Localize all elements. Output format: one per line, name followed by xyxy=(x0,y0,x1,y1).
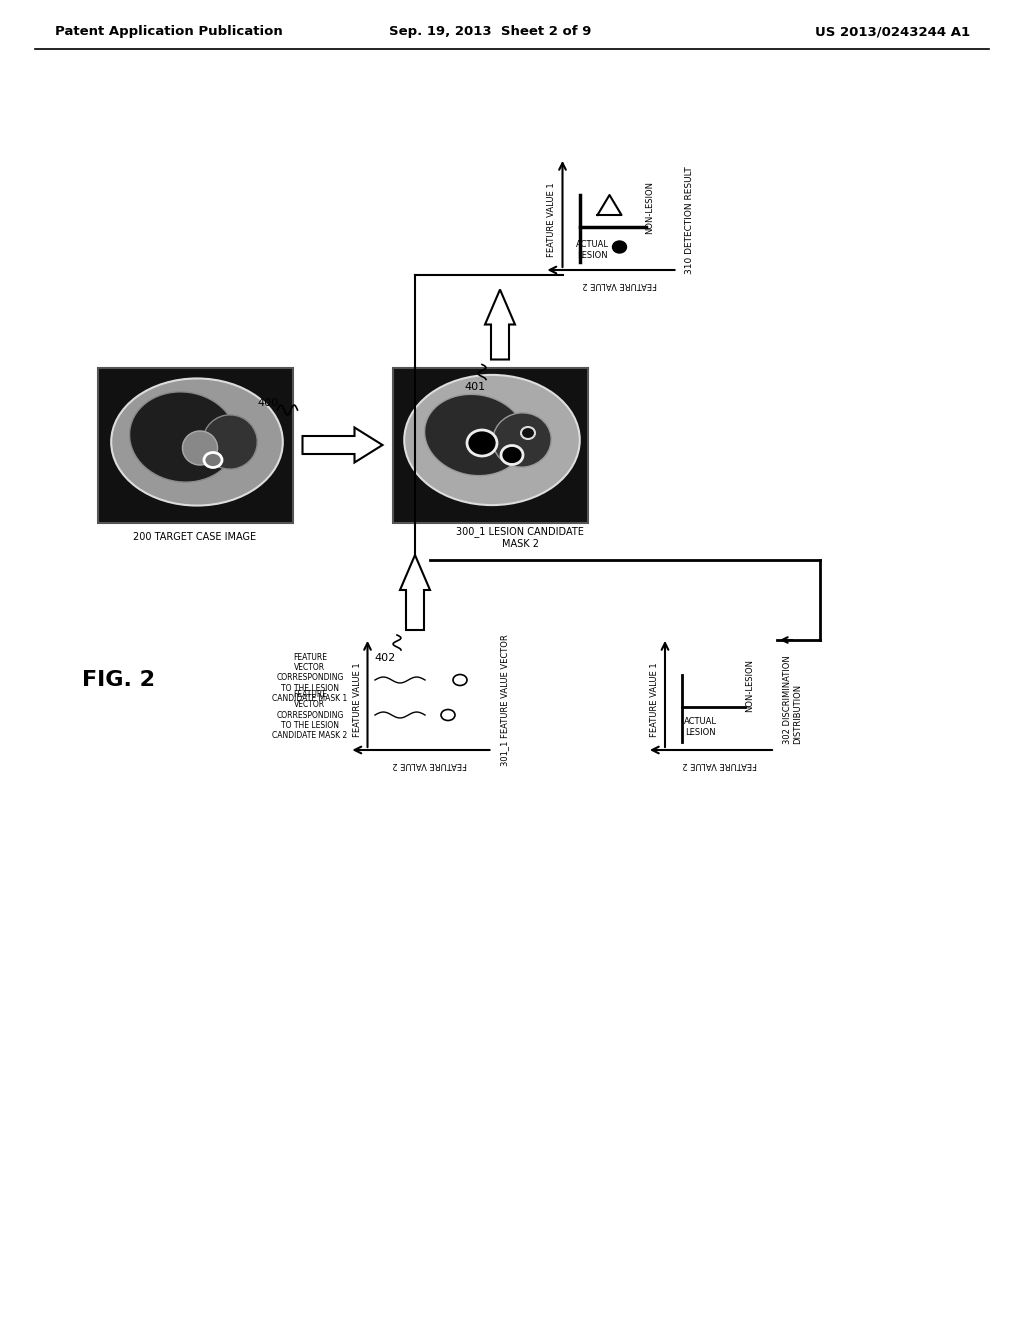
Ellipse shape xyxy=(453,675,467,685)
Text: FEATURE
VECTOR
CORRESPONDING
TO THE LESION
CANDIDATE MASK 2: FEATURE VECTOR CORRESPONDING TO THE LESI… xyxy=(272,689,347,741)
Ellipse shape xyxy=(182,430,217,465)
Text: ACTUAL
LESION: ACTUAL LESION xyxy=(575,240,609,260)
Text: FEATURE
VECTOR
CORRESPONDING
TO THE LESION
CANDIDATE MASK 1: FEATURE VECTOR CORRESPONDING TO THE LESI… xyxy=(272,652,347,704)
Text: 300_1 LESION CANDIDATE
MASK 2: 300_1 LESION CANDIDATE MASK 2 xyxy=(456,527,584,549)
Text: NON-LESION: NON-LESION xyxy=(645,181,654,235)
Text: FIG. 2: FIG. 2 xyxy=(82,671,155,690)
Ellipse shape xyxy=(203,414,257,469)
Ellipse shape xyxy=(521,426,535,440)
Text: 401: 401 xyxy=(465,383,485,392)
Polygon shape xyxy=(400,554,430,630)
Ellipse shape xyxy=(467,430,497,455)
Text: FEATURE VALUE 2: FEATURE VALUE 2 xyxy=(683,760,758,770)
Ellipse shape xyxy=(425,395,525,475)
Ellipse shape xyxy=(501,446,523,465)
Bar xyxy=(392,367,588,523)
Text: NON-LESION: NON-LESION xyxy=(745,659,754,711)
Ellipse shape xyxy=(112,379,283,506)
Text: US 2013/0243244 A1: US 2013/0243244 A1 xyxy=(815,25,970,38)
Text: 200 TARGET CASE IMAGE: 200 TARGET CASE IMAGE xyxy=(133,532,257,543)
Ellipse shape xyxy=(612,242,627,253)
Ellipse shape xyxy=(441,710,455,721)
Text: FEATURE VALUE 1: FEATURE VALUE 1 xyxy=(548,182,556,257)
Text: FEATURE VALUE 1: FEATURE VALUE 1 xyxy=(352,663,361,738)
Text: FEATURE VALUE 1: FEATURE VALUE 1 xyxy=(650,663,659,738)
Text: ACTUAL
LESION: ACTUAL LESION xyxy=(683,717,717,737)
Text: 402: 402 xyxy=(375,653,395,663)
Text: 301_1 FEATURE VALUE VECTOR: 301_1 FEATURE VALUE VECTOR xyxy=(501,634,510,766)
Bar xyxy=(97,367,293,523)
Text: Sep. 19, 2013  Sheet 2 of 9: Sep. 19, 2013 Sheet 2 of 9 xyxy=(389,25,591,38)
Text: FEATURE VALUE 2: FEATURE VALUE 2 xyxy=(583,280,657,289)
Ellipse shape xyxy=(493,413,551,467)
Text: 400: 400 xyxy=(257,399,279,408)
Text: 310 DETECTION RESULT: 310 DETECTION RESULT xyxy=(685,166,694,273)
Ellipse shape xyxy=(129,392,237,482)
Ellipse shape xyxy=(404,375,580,506)
Polygon shape xyxy=(302,428,383,462)
Polygon shape xyxy=(485,289,515,359)
Ellipse shape xyxy=(204,453,222,467)
Text: Patent Application Publication: Patent Application Publication xyxy=(55,25,283,38)
Text: 302 DISCRIMINATION
DISTRIBUTION: 302 DISCRIMINATION DISTRIBUTION xyxy=(783,656,803,744)
Text: FEATURE VALUE 2: FEATURE VALUE 2 xyxy=(392,760,467,770)
